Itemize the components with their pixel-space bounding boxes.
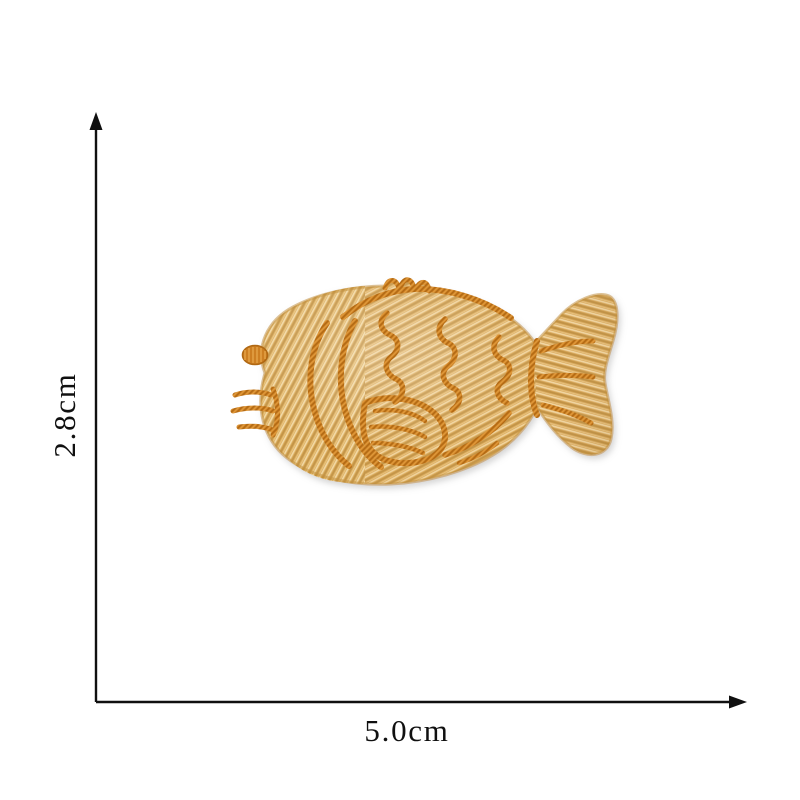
fish-scale-pattern: [378, 310, 513, 413]
fish-patch-shape: [259, 279, 619, 486]
fish-fin-rays: [368, 407, 428, 456]
fish-mouth: [230, 386, 280, 438]
fish-tail-base: [528, 338, 540, 418]
height-dimension-arrow: [89, 112, 103, 702]
width-dimension-arrow: [96, 695, 747, 709]
fish-tail-rays: [536, 338, 596, 426]
fish-belly-line: [442, 410, 512, 458]
embroidered-fish-patch: [215, 255, 640, 530]
width-dimension-label: 5.0cm: [364, 713, 450, 748]
fish-gill-line: [307, 320, 352, 469]
arrow-head-right-icon: [729, 695, 747, 709]
fish-embroidery-details: [230, 277, 596, 470]
fish-cheek-line: [337, 318, 384, 470]
height-dimension-label: 2.8cm: [47, 372, 82, 458]
fish-pectoral-fin: [360, 395, 448, 467]
patch-shading: [260, 280, 618, 485]
arrow-head-up-icon: [89, 112, 103, 130]
fish-eye: [241, 344, 269, 366]
